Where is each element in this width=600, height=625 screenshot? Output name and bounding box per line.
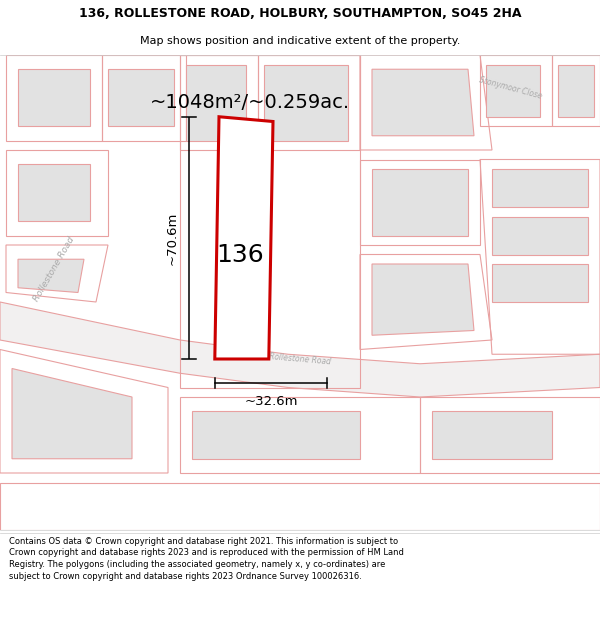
Polygon shape [558, 64, 594, 117]
Polygon shape [0, 302, 600, 397]
Polygon shape [108, 69, 174, 126]
Polygon shape [372, 264, 474, 335]
Polygon shape [492, 169, 588, 207]
Text: ~70.6m: ~70.6m [165, 211, 178, 264]
Polygon shape [486, 64, 540, 117]
Polygon shape [186, 64, 246, 141]
Text: ~32.6m: ~32.6m [244, 394, 298, 408]
Text: Contains OS data © Crown copyright and database right 2021. This information is : Contains OS data © Crown copyright and d… [9, 537, 404, 581]
Text: Stonymoor Close: Stonymoor Close [478, 76, 542, 101]
Text: Rollestone Road: Rollestone Road [32, 235, 76, 302]
Polygon shape [492, 216, 588, 254]
Text: 136, ROLLESTONE ROAD, HOLBURY, SOUTHAMPTON, SO45 2HA: 136, ROLLESTONE ROAD, HOLBURY, SOUTHAMPT… [79, 8, 521, 20]
Text: ~1048m²/~0.259ac.: ~1048m²/~0.259ac. [150, 93, 350, 112]
Polygon shape [432, 411, 552, 459]
Polygon shape [192, 411, 360, 459]
Text: 136: 136 [216, 242, 264, 266]
Text: Map shows position and indicative extent of the property.: Map shows position and indicative extent… [140, 36, 460, 46]
Polygon shape [492, 264, 588, 302]
Polygon shape [18, 69, 90, 126]
Polygon shape [372, 69, 474, 136]
Polygon shape [18, 164, 90, 221]
Text: Rollestone Road: Rollestone Road [269, 352, 331, 366]
Polygon shape [18, 259, 84, 292]
Polygon shape [372, 169, 468, 236]
Polygon shape [215, 117, 273, 359]
Polygon shape [264, 64, 348, 141]
Polygon shape [12, 369, 132, 459]
